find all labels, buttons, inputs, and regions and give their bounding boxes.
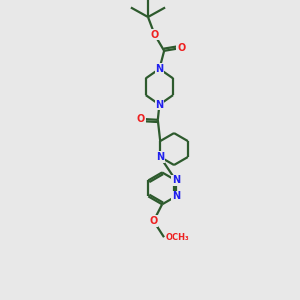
Text: O: O [177,43,185,53]
Text: O: O [137,114,145,124]
Text: N: N [172,176,180,185]
Text: O: O [151,30,159,40]
Text: N: N [172,191,180,201]
Text: N: N [155,100,164,110]
Text: N: N [155,64,164,74]
Text: N: N [156,152,164,162]
Text: OCH₃: OCH₃ [166,233,190,242]
Text: O: O [149,216,158,226]
